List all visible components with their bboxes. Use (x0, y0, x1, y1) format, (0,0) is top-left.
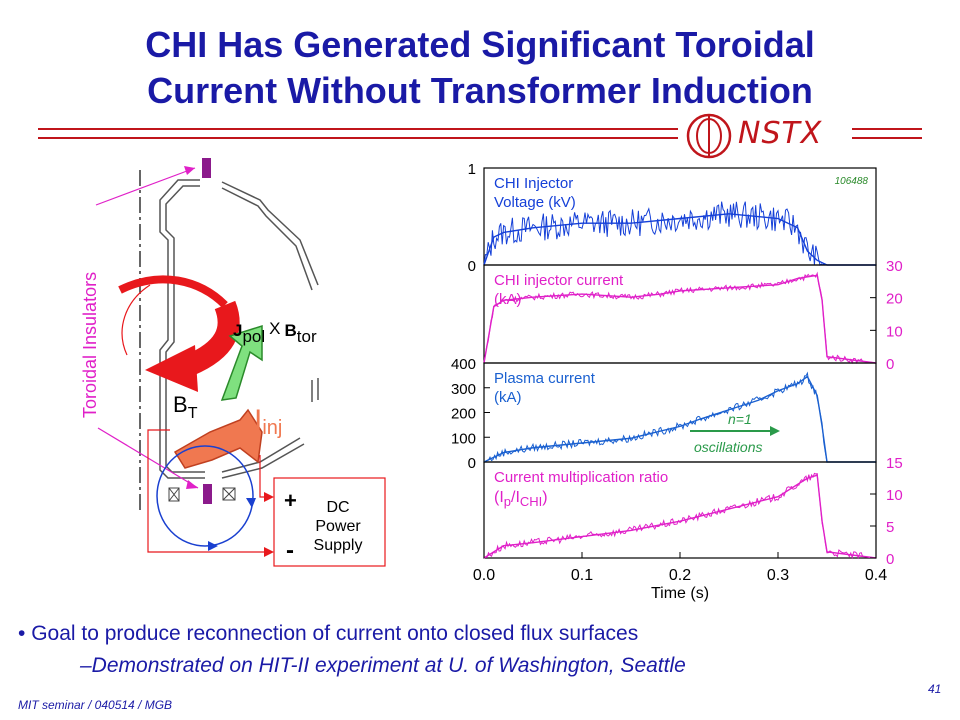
chart-series-line-1 (483, 213, 876, 266)
injector-current-arrow (173, 408, 263, 469)
x-tick-label: 0.2 (669, 567, 691, 584)
bt-label: B (173, 392, 188, 417)
right-tick-label: 0 (886, 356, 894, 373)
right-tick-label: 0 (886, 551, 894, 568)
left-tick-label: 1 (468, 161, 476, 178)
x-tick-label: 0.4 (865, 567, 887, 584)
dc-label: DC (326, 499, 349, 516)
iinj-label: I (254, 404, 262, 437)
bullet-text: Goal to produce reconnection of current … (31, 622, 639, 645)
oscillation-arrow-head (770, 426, 780, 436)
panel-unit-4: (Ip/ICHI) (494, 489, 548, 509)
x-tick-label: 0.1 (571, 567, 593, 584)
right-tick-label: 10 (886, 323, 903, 340)
chart-series-line-3 (483, 375, 876, 463)
svg-text:Iinj: Iinj (254, 404, 282, 439)
footer-left: MIT seminar / 040514 / MGB (18, 698, 173, 712)
page-number: 41 (928, 682, 942, 696)
current-loop (156, 445, 254, 547)
insulator-bottom (203, 484, 212, 504)
insulator-top (202, 158, 211, 178)
ratio-part-label2_mid: /I (511, 489, 520, 506)
oscillations-annotation: oscillations (694, 439, 762, 455)
x-tick-label: 0.3 (767, 567, 789, 584)
chart-series-trace-4 (483, 472, 875, 560)
bullet-1: • Goal to produce reconnection of curren… (18, 622, 639, 645)
iinj-sub: inj (262, 417, 282, 439)
slide-title-line-2: Current Without Transformer Induction (147, 70, 813, 111)
x-tick-label: 0.0 (473, 567, 495, 584)
dc-power-supply-box (273, 477, 386, 567)
chart-series-line-4 (483, 474, 877, 559)
panel-label-4: Current multiplication ratio (494, 469, 668, 486)
x-axis-label: Time (s) (651, 585, 709, 602)
nstx-logo-text: NSTX (738, 116, 823, 151)
left-tick-label: 0 (468, 455, 476, 472)
right-tick-label: 20 (886, 291, 903, 308)
svg-text:BT: BT (173, 392, 198, 422)
chart-series-trace-2 (483, 271, 875, 365)
power-label: Power (315, 518, 361, 535)
field-coil-cross-icon (168, 487, 236, 502)
ratio-part-label2_sub1: p (504, 494, 511, 509)
chart-series-trace-3 (483, 371, 875, 463)
n1-annotation: n=1 (728, 411, 752, 427)
title-rule-right (852, 128, 922, 130)
btor-label: B (285, 321, 297, 340)
title-rule-left-2 (38, 137, 678, 139)
nstx-logo-icon (686, 113, 732, 159)
panel-label-2: CHI injector current (494, 272, 624, 289)
btor-sub: tor (297, 327, 317, 346)
slide-title-line-1: CHI Has Generated Significant Toroidal (145, 24, 815, 65)
ratio-part-label2_end: ) (542, 489, 547, 506)
cross-label: X (269, 319, 280, 338)
left-tick-label: 300 (451, 381, 476, 398)
jpol-sub: pol (242, 327, 265, 346)
left-tick-label: 400 (451, 356, 476, 373)
right-tick-label: 5 (886, 519, 894, 536)
right-tick-label: 10 (886, 487, 903, 504)
plus-label: + (284, 488, 297, 513)
minus-label: - (286, 537, 294, 564)
right-tick-label: 30 (886, 258, 903, 275)
panel-unit-1: Voltage (kV) (494, 194, 576, 211)
shot-number: 106488 (835, 176, 869, 187)
toroidal-field-arrow (118, 275, 240, 392)
toroidal-insulators-label: Toroidal Insulators (80, 272, 100, 418)
sub-bullet-1: –Demonstrated on HIT-II experiment at U.… (80, 654, 686, 677)
bt-sub: T (188, 405, 198, 422)
panel-label-1: CHI Injector (494, 175, 573, 192)
supply-label: Supply (314, 537, 363, 554)
title-rule-right-2 (852, 137, 922, 139)
ratio-part-label2_sub2: CHI (520, 494, 542, 509)
panel-unit-3: (kA) (494, 389, 522, 406)
right-tick-label: 15 (886, 455, 903, 472)
jpol-label: J (233, 321, 242, 340)
left-tick-label: 200 (451, 406, 476, 423)
title-rule-left (38, 128, 678, 130)
panel-label-3: Plasma current (494, 370, 596, 387)
left-tick-label: 100 (451, 430, 476, 447)
ratio-part-label2: (I (494, 489, 504, 506)
panel-unit-2: (kA) (494, 291, 522, 308)
chart-series-trace-1 (483, 201, 875, 266)
left-tick-label: 0 (468, 258, 476, 275)
jxb-force-arrow (220, 324, 263, 401)
